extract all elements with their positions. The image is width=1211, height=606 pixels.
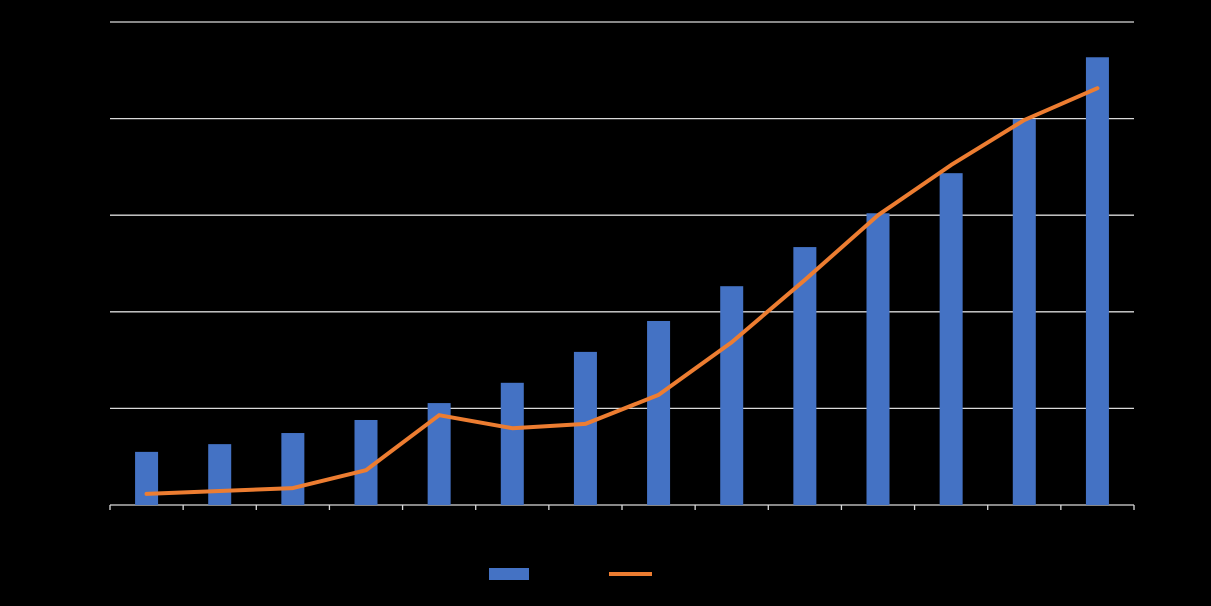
bar — [1012, 119, 1036, 505]
bar — [647, 320, 671, 505]
bar — [500, 382, 524, 505]
bar — [135, 451, 159, 505]
bar — [354, 419, 378, 505]
bar — [1085, 57, 1109, 505]
line — [144, 86, 1100, 496]
bar — [866, 213, 890, 505]
legend-swatch — [489, 568, 529, 580]
bar — [793, 247, 817, 505]
bar — [208, 444, 232, 505]
bar — [573, 351, 597, 505]
bar — [939, 173, 963, 505]
bar — [281, 433, 305, 505]
bar — [720, 286, 744, 505]
bar — [427, 403, 451, 505]
